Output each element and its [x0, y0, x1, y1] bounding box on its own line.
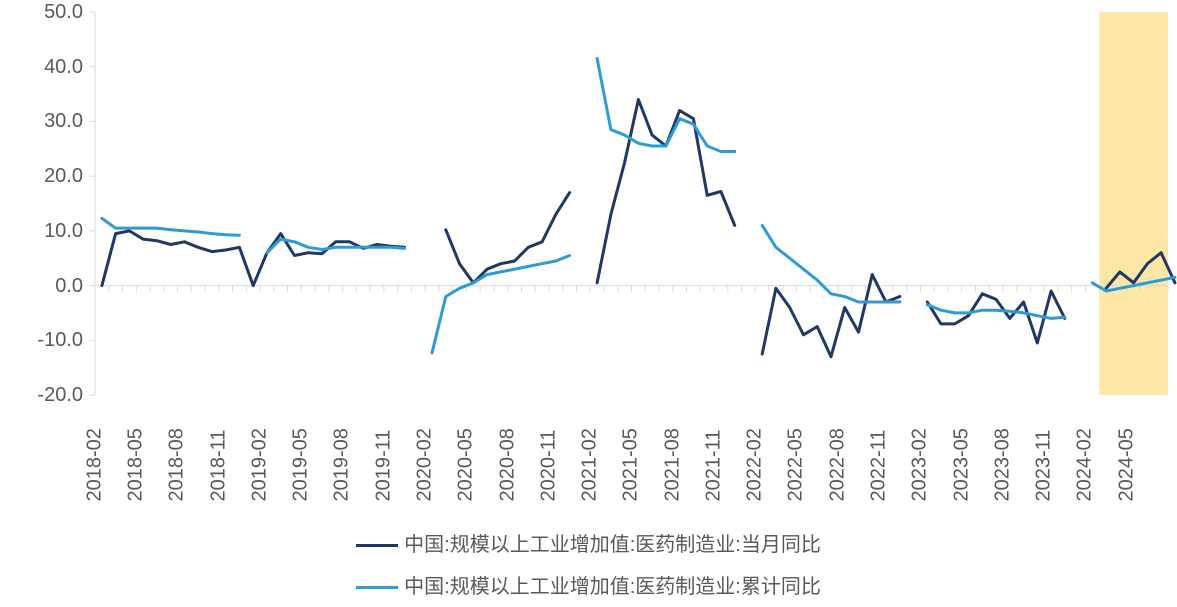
y-tick-label: -10.0 [37, 329, 83, 352]
x-tick-label: 2018-11 [207, 430, 230, 502]
y-tick-label: 30.0 [44, 110, 83, 133]
x-tick-label: 2021-11 [702, 430, 725, 502]
x-tick-label: 2019-05 [290, 428, 313, 501]
x-tick-label: 2020-05 [455, 428, 478, 501]
chart-svg [0, 0, 1177, 607]
x-tick-label: 2019-11 [372, 430, 395, 502]
x-tick-label: 2023-11 [1033, 430, 1056, 502]
line-chart: -20.0 -10.0 0.0 10.0 20.0 30.0 40.0 50.0 2018-02… [0, 0, 1177, 607]
x-tick-label: 2023-05 [950, 428, 973, 501]
y-tick-label: 10.0 [44, 220, 83, 243]
legend-label: 中国:规模以上工业增加值:医药制造业:累计同比 [404, 570, 821, 604]
x-tick-label: 2022-11 [867, 430, 890, 502]
x-tick-label: 2018-05 [125, 428, 148, 501]
legend-item: 中国:规模以上工业增加值:医药制造业:当月同比 [0, 528, 1177, 562]
y-tick-label: -20.0 [37, 384, 83, 407]
legend-swatch [356, 586, 398, 589]
y-tick-label: 0.0 [55, 275, 83, 298]
x-tick-label: 2021-02 [579, 428, 602, 501]
x-tick-label: 2022-02 [744, 428, 767, 501]
x-tick-label: 2020-08 [496, 428, 519, 501]
x-tick-label: 2020-02 [414, 428, 437, 501]
x-tick-label: 2023-08 [991, 428, 1014, 501]
y-tick-label: 20.0 [44, 165, 83, 188]
x-tick-label: 2020-11 [537, 430, 560, 502]
x-tick-label: 2022-05 [785, 428, 808, 501]
x-tick-label: 2019-02 [248, 428, 271, 501]
y-tick-label: 40.0 [44, 56, 83, 79]
legend-label: 中国:规模以上工业增加值:医药制造业:当月同比 [404, 528, 821, 562]
legend: 中国:规模以上工业增加值:医药制造业:当月同比中国:规模以上工业增加值:医药制造… [0, 528, 1177, 604]
x-tick-label: 2019-08 [331, 428, 354, 501]
highlight-band [1099, 12, 1168, 395]
legend-item: 中国:规模以上工业增加值:医药制造业:累计同比 [0, 570, 1177, 604]
series-line-0 [102, 100, 1175, 357]
x-tick-label: 2021-05 [620, 428, 643, 501]
legend-swatch [356, 544, 398, 547]
x-tick-label: 2021-08 [661, 428, 684, 501]
x-tick-label: 2018-08 [166, 428, 189, 501]
x-tick-label: 2023-02 [909, 428, 932, 501]
x-tick-label: 2024-05 [1115, 428, 1138, 501]
x-tick-label: 2022-08 [826, 428, 849, 501]
x-tick-label: 2018-02 [83, 428, 106, 501]
x-tick-label: 2024-02 [1074, 428, 1097, 501]
y-tick-label: 50.0 [44, 1, 83, 24]
